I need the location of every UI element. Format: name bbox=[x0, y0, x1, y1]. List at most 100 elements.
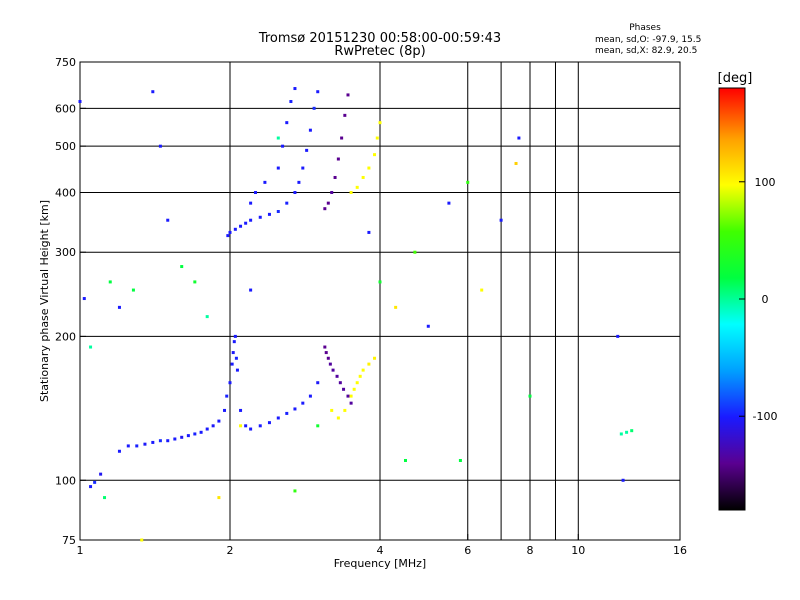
y-tick-label: 750 bbox=[55, 56, 76, 69]
y-tick-label: 300 bbox=[55, 246, 76, 259]
data-point bbox=[249, 427, 253, 431]
data-point bbox=[338, 381, 342, 385]
data-point bbox=[293, 87, 297, 91]
y-tick-label: 600 bbox=[55, 102, 76, 115]
x-tick-label: 16 bbox=[673, 544, 687, 557]
data-point bbox=[228, 381, 232, 385]
data-point bbox=[466, 180, 470, 184]
data-point bbox=[328, 362, 332, 366]
data-point bbox=[316, 90, 320, 94]
y-tick-label: 100 bbox=[55, 474, 76, 487]
data-point bbox=[217, 419, 221, 423]
data-point bbox=[228, 230, 232, 234]
axis-ticks: 1 2 4 6 8 10 16 75 100 200 300 400 500 600 750 bbox=[55, 56, 687, 557]
data-point bbox=[394, 305, 398, 309]
data-point bbox=[373, 153, 377, 157]
stats-line-o: mean, sd,O: -97.9, 15.5 bbox=[595, 35, 701, 45]
y-tick-label: 400 bbox=[55, 186, 76, 199]
data-point bbox=[78, 100, 82, 104]
data-point bbox=[276, 136, 280, 140]
data-point bbox=[378, 280, 382, 284]
data-point bbox=[358, 374, 362, 378]
data-point bbox=[375, 136, 379, 140]
data-point bbox=[199, 430, 203, 434]
data-point bbox=[211, 424, 215, 428]
data-point bbox=[426, 324, 430, 328]
data-point bbox=[297, 180, 301, 184]
y-axis-label: Stationary phase Virtual Height [km] bbox=[38, 200, 51, 402]
data-point bbox=[316, 424, 320, 428]
data-points bbox=[78, 87, 634, 542]
data-point bbox=[367, 166, 371, 170]
data-point bbox=[331, 368, 335, 372]
x-axis-label: Frequency [MHz] bbox=[334, 557, 426, 570]
data-point bbox=[140, 538, 144, 542]
data-point bbox=[301, 401, 305, 405]
data-point bbox=[158, 439, 162, 443]
data-point bbox=[403, 458, 407, 462]
data-point bbox=[330, 190, 334, 194]
x-tick-label: 1 bbox=[77, 544, 84, 557]
data-point bbox=[285, 411, 289, 415]
data-point bbox=[117, 449, 121, 453]
stats-heading: Phases bbox=[629, 23, 661, 33]
data-point bbox=[217, 496, 221, 500]
chart-subtitle: RwPretec (8p) bbox=[334, 44, 425, 59]
data-point bbox=[239, 224, 243, 228]
chart-title: Tromsø 20151230 00:58:00-00:59:43 bbox=[258, 31, 501, 46]
data-point bbox=[528, 394, 532, 398]
data-point bbox=[231, 351, 235, 355]
colorbar-ticks: 100 0 -100 bbox=[739, 176, 777, 423]
data-point bbox=[343, 408, 347, 412]
data-point bbox=[193, 432, 197, 436]
data-point bbox=[289, 100, 293, 104]
colorbar-tick-label: 0 bbox=[762, 293, 769, 306]
data-point bbox=[230, 362, 234, 366]
data-point bbox=[131, 288, 135, 292]
data-point bbox=[326, 356, 330, 360]
data-point bbox=[193, 280, 197, 284]
data-point bbox=[308, 394, 312, 398]
data-point bbox=[301, 166, 305, 170]
data-point bbox=[151, 90, 155, 94]
data-point bbox=[244, 221, 248, 225]
data-point bbox=[349, 394, 353, 398]
data-point bbox=[340, 136, 344, 140]
data-point bbox=[330, 408, 334, 412]
data-point bbox=[305, 148, 309, 152]
data-point bbox=[355, 185, 359, 189]
data-point bbox=[312, 106, 316, 110]
data-point bbox=[205, 315, 209, 319]
data-point bbox=[499, 218, 503, 222]
data-point bbox=[233, 227, 237, 231]
data-point bbox=[103, 496, 107, 500]
data-point bbox=[180, 435, 184, 439]
data-point bbox=[135, 444, 139, 448]
data-point bbox=[458, 458, 462, 462]
data-point bbox=[108, 280, 112, 284]
data-point bbox=[249, 201, 253, 205]
data-point bbox=[293, 489, 297, 493]
y-tick-label: 200 bbox=[55, 330, 76, 343]
data-point bbox=[517, 136, 521, 140]
data-point bbox=[258, 424, 262, 428]
data-point bbox=[480, 288, 484, 292]
data-point bbox=[413, 250, 417, 254]
data-point bbox=[333, 175, 337, 179]
data-point bbox=[346, 93, 350, 97]
y-tick-label: 75 bbox=[62, 534, 76, 547]
data-point bbox=[346, 394, 350, 398]
data-point bbox=[258, 215, 262, 219]
data-point bbox=[616, 334, 620, 338]
data-point bbox=[293, 407, 297, 411]
data-point bbox=[223, 408, 227, 412]
data-point bbox=[625, 430, 629, 434]
data-point bbox=[249, 288, 253, 292]
data-point bbox=[166, 439, 170, 443]
data-point bbox=[249, 218, 253, 222]
data-point bbox=[324, 351, 328, 355]
data-point bbox=[233, 334, 237, 338]
data-point bbox=[336, 157, 340, 161]
data-point bbox=[205, 427, 209, 431]
